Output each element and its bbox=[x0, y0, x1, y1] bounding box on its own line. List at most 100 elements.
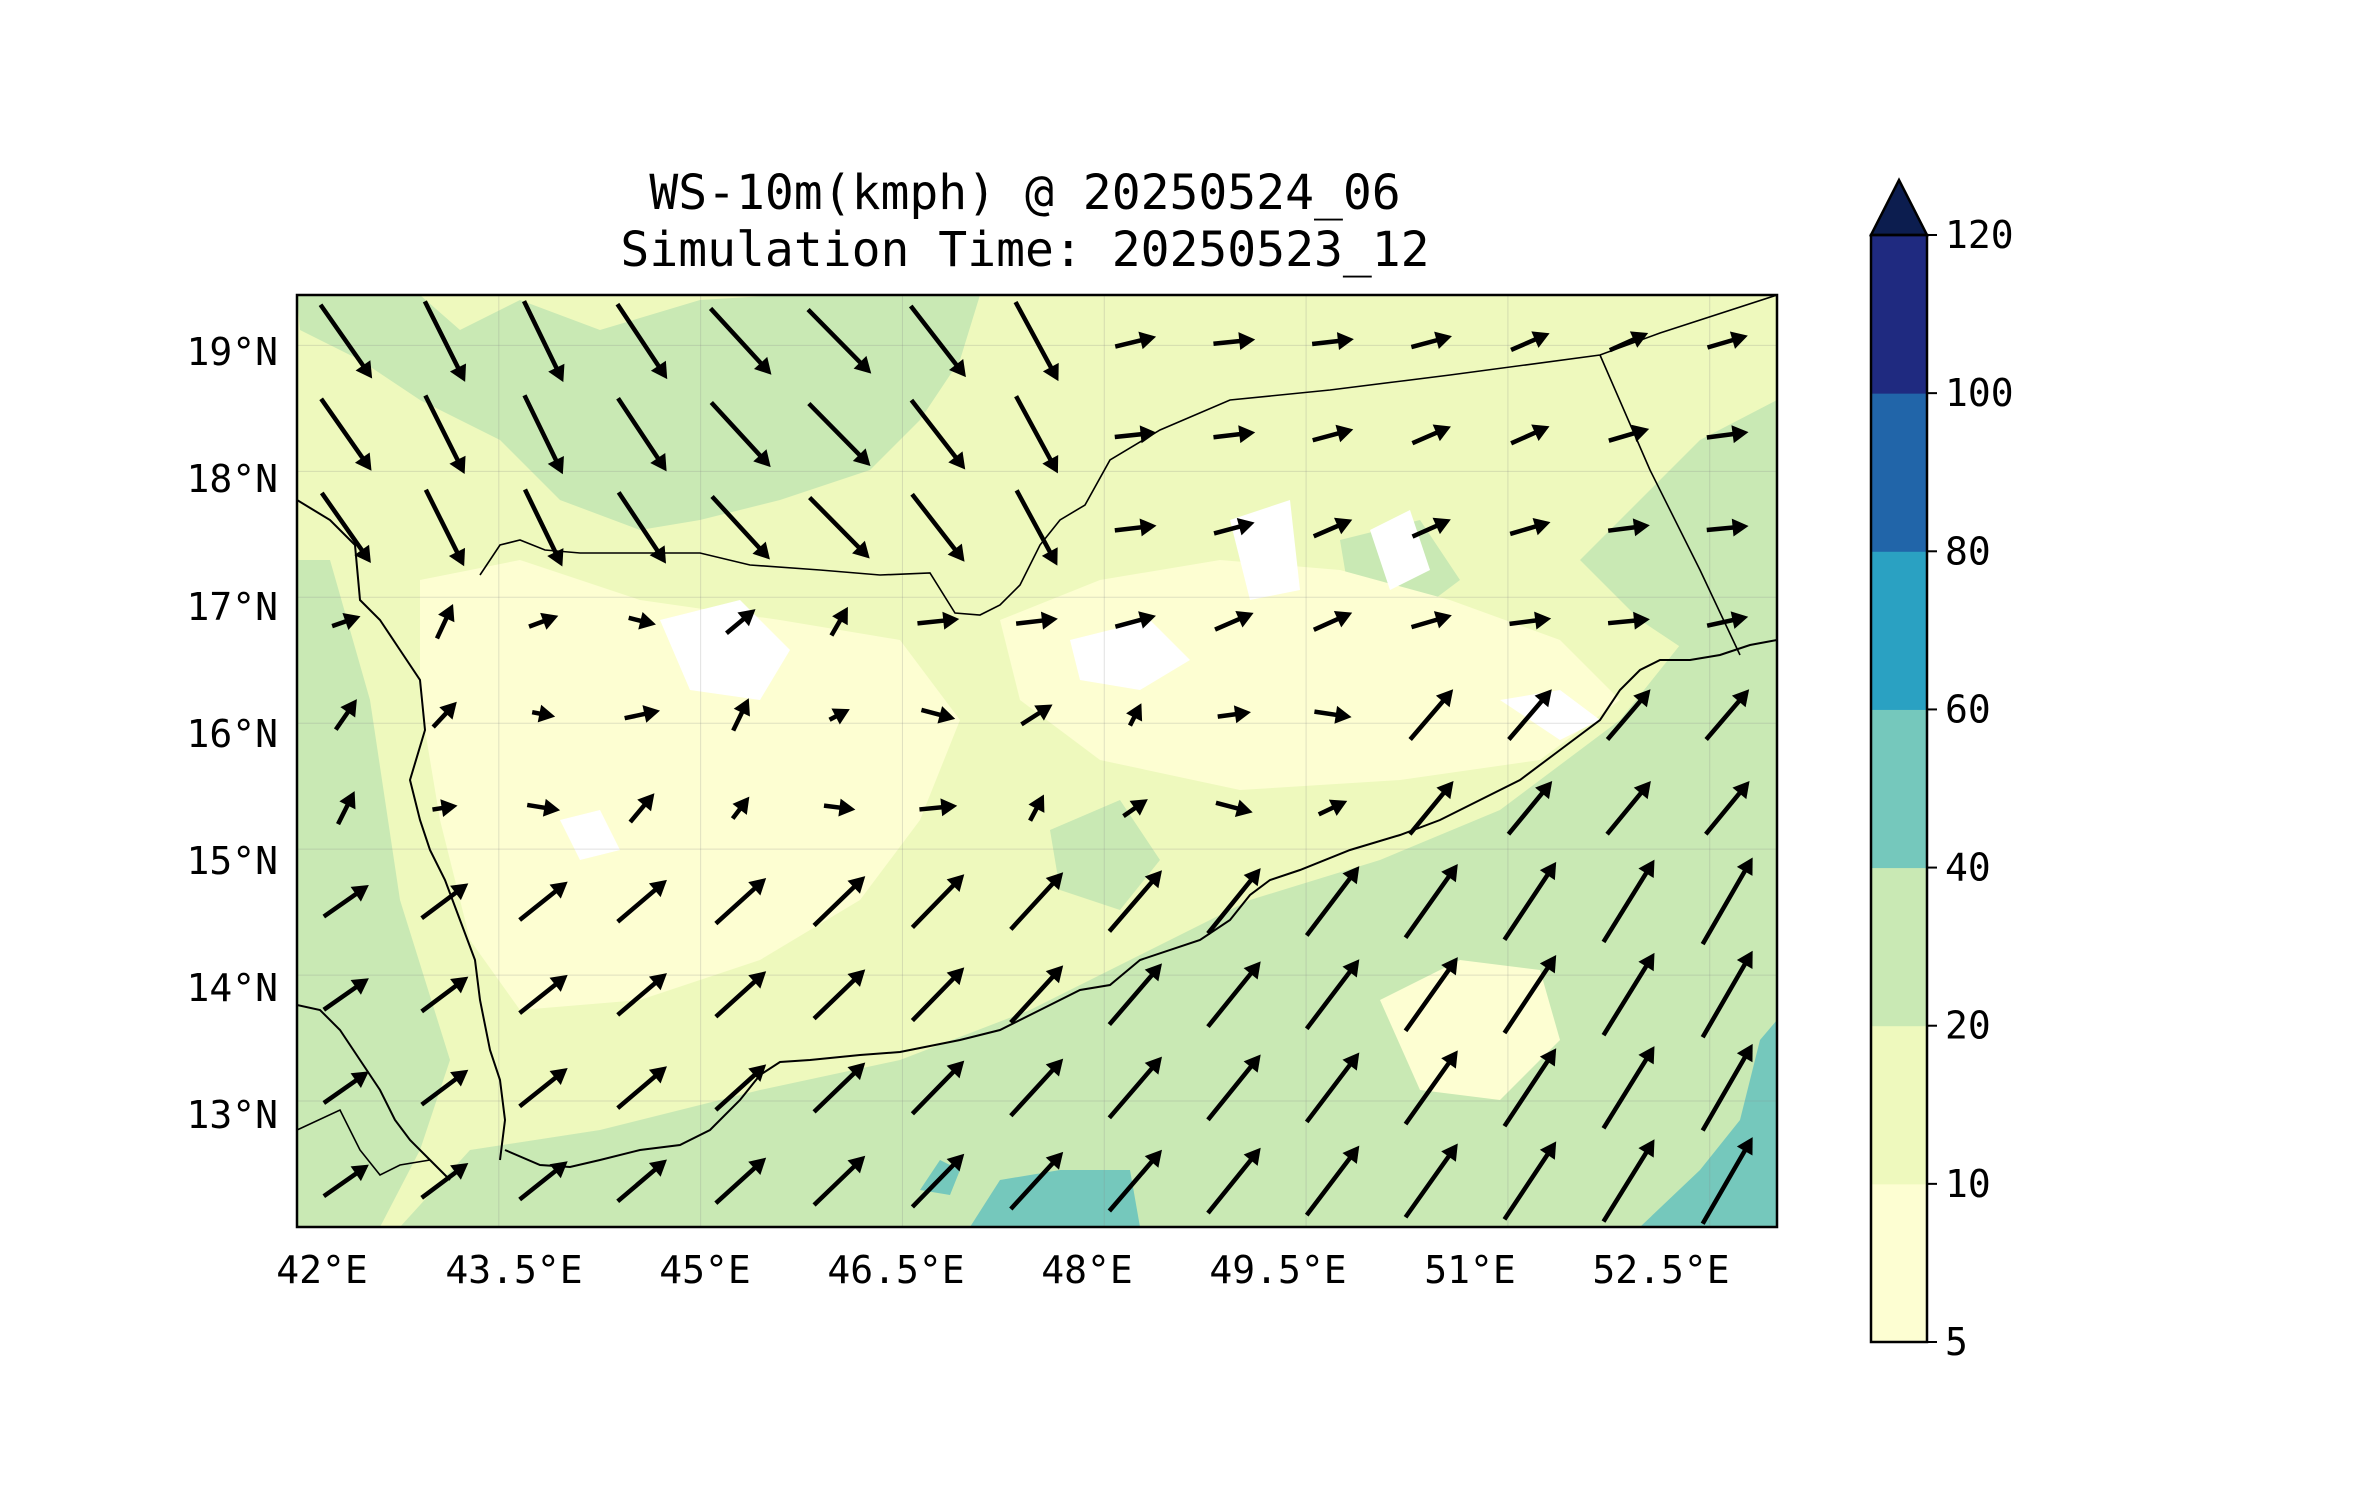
wind-arrow bbox=[1114, 611, 1156, 629]
wind-arrow bbox=[1510, 331, 1550, 353]
wind-arrow bbox=[1213, 518, 1255, 536]
wind-arrow bbox=[829, 606, 848, 637]
wind-arrow bbox=[1502, 861, 1557, 942]
wind-arrow bbox=[616, 491, 666, 564]
wind-arrow bbox=[518, 881, 568, 922]
wind-vectors bbox=[318, 300, 1753, 1225]
wind-arrow bbox=[1506, 781, 1553, 836]
wind-arrow bbox=[1214, 610, 1254, 632]
wind-arrow bbox=[1502, 955, 1557, 1035]
wind-arrow bbox=[910, 492, 965, 562]
y-tick-13n: 13°N bbox=[186, 1093, 278, 1137]
wind-arrow bbox=[1507, 689, 1552, 741]
wind-arrow bbox=[909, 398, 966, 470]
wind-arrow bbox=[432, 799, 458, 818]
wind-arrow bbox=[1213, 332, 1256, 351]
wind-arrow bbox=[319, 491, 371, 564]
wind-arrow bbox=[708, 306, 772, 375]
colorbar-segment-0 bbox=[1871, 1183, 1927, 1343]
wind-arrow bbox=[1601, 859, 1655, 944]
wind-speed-field bbox=[297, 295, 1777, 1227]
wind-arrow bbox=[812, 1062, 866, 1114]
wind-arrow bbox=[1411, 424, 1451, 446]
wind-arrow bbox=[423, 488, 466, 567]
wind-arrow bbox=[1608, 331, 1649, 353]
wind-arrow bbox=[1107, 870, 1162, 933]
country-border-east bbox=[1599, 354, 1741, 656]
wind-arrow bbox=[812, 876, 866, 928]
colorbar-tick-label: 20 bbox=[1945, 1004, 1991, 1048]
y-tick-18n: 18°N bbox=[186, 457, 278, 501]
low-wind-region-east bbox=[1000, 560, 1620, 790]
wind-arrow bbox=[322, 1164, 369, 1199]
wind-arrow bbox=[1704, 689, 1750, 741]
wind-arrow bbox=[714, 1064, 767, 1112]
colorbar-segment-3 bbox=[1871, 709, 1927, 869]
x-tick-52-5e: 52.5°E bbox=[1592, 1248, 1729, 1292]
wind-arrow bbox=[1013, 300, 1059, 382]
wind-arrow bbox=[714, 1157, 767, 1205]
wind-arrow bbox=[910, 1060, 965, 1116]
wind-arrow bbox=[319, 397, 372, 471]
wind-arrow bbox=[808, 495, 870, 559]
colorbar: 5 10 20 40 60 80 100 120 bbox=[1868, 177, 2014, 1364]
colorbar-tick-label: 80 bbox=[1945, 529, 1991, 573]
x-tick-45e: 45°E bbox=[659, 1248, 751, 1292]
colorbar-tick-label: 5 bbox=[1945, 1320, 1968, 1364]
wind-arrow bbox=[730, 796, 750, 820]
colorbar-segment-2 bbox=[1871, 867, 1927, 1027]
colorbar-tick-label: 120 bbox=[1945, 213, 2014, 257]
wind-arrow bbox=[1312, 424, 1354, 443]
wind-arrow bbox=[1009, 965, 1064, 1025]
wind-arrow bbox=[828, 708, 850, 725]
wind-arrow bbox=[812, 969, 866, 1021]
colorbar-tick-label: 40 bbox=[1945, 846, 1991, 890]
wind-arrow bbox=[1601, 1046, 1655, 1130]
colorbar-extend-arrow bbox=[1868, 177, 1930, 237]
wind-arrow bbox=[919, 798, 958, 817]
wind-arrow bbox=[1408, 689, 1454, 741]
wind-arrow bbox=[1605, 781, 1651, 836]
wind-arrow bbox=[1314, 705, 1352, 724]
wind-arrow bbox=[725, 609, 756, 635]
wind-arrow bbox=[1206, 868, 1261, 935]
low-wind-region-southeast bbox=[1380, 960, 1560, 1100]
wind-arrow bbox=[422, 300, 467, 382]
colorbar-segment-4 bbox=[1871, 551, 1927, 710]
wind-arrow bbox=[1114, 425, 1157, 444]
wind-arrow bbox=[331, 613, 361, 631]
x-tick-43-5e: 43.5°E bbox=[445, 1248, 582, 1292]
y-tick-14n: 14°N bbox=[186, 966, 278, 1010]
wind-arrow bbox=[910, 967, 965, 1023]
wind-arrow bbox=[1114, 518, 1157, 537]
wind-arrow bbox=[1206, 1147, 1261, 1215]
wind-arrow bbox=[1403, 1143, 1458, 1219]
gridlines bbox=[297, 295, 1777, 1227]
wind-arrow bbox=[431, 701, 457, 729]
wind-arrow bbox=[1510, 424, 1550, 446]
wind-arrow bbox=[1009, 872, 1064, 931]
calm-patch-1 bbox=[660, 600, 790, 700]
wind-arrow bbox=[336, 791, 356, 826]
wind-arrow bbox=[1502, 1141, 1557, 1221]
wind-arrow bbox=[823, 798, 856, 817]
wind-arrow bbox=[1215, 799, 1253, 818]
y-axis-labels: 19°N 18°N 17°N 16°N 15°N 14°N 13°N bbox=[186, 330, 278, 1137]
wind-arrow bbox=[714, 971, 767, 1019]
colorbar-tick-label: 100 bbox=[1945, 371, 2014, 415]
wind-arrow bbox=[1403, 863, 1458, 939]
wind-arrow bbox=[420, 1162, 469, 1200]
wind-arrow bbox=[1107, 1149, 1162, 1213]
colorbar-tick-label: 10 bbox=[1945, 1162, 1991, 1206]
wind-arrow bbox=[1206, 961, 1261, 1029]
wind-arrow bbox=[333, 699, 357, 731]
wind-arrow bbox=[528, 612, 559, 630]
strong-wind-region-south bbox=[970, 1170, 1140, 1227]
strong-wind-region-gulf bbox=[1640, 1020, 1777, 1227]
map-subtitle: Simulation Time: 20250523_12 bbox=[620, 222, 1430, 278]
wind-arrow bbox=[1608, 424, 1650, 443]
x-axis-labels: 42°E 43.5°E 45°E 46.5°E 48°E 49.5°E 51°E… bbox=[276, 1248, 1729, 1292]
wind-arrow bbox=[1700, 1137, 1753, 1225]
